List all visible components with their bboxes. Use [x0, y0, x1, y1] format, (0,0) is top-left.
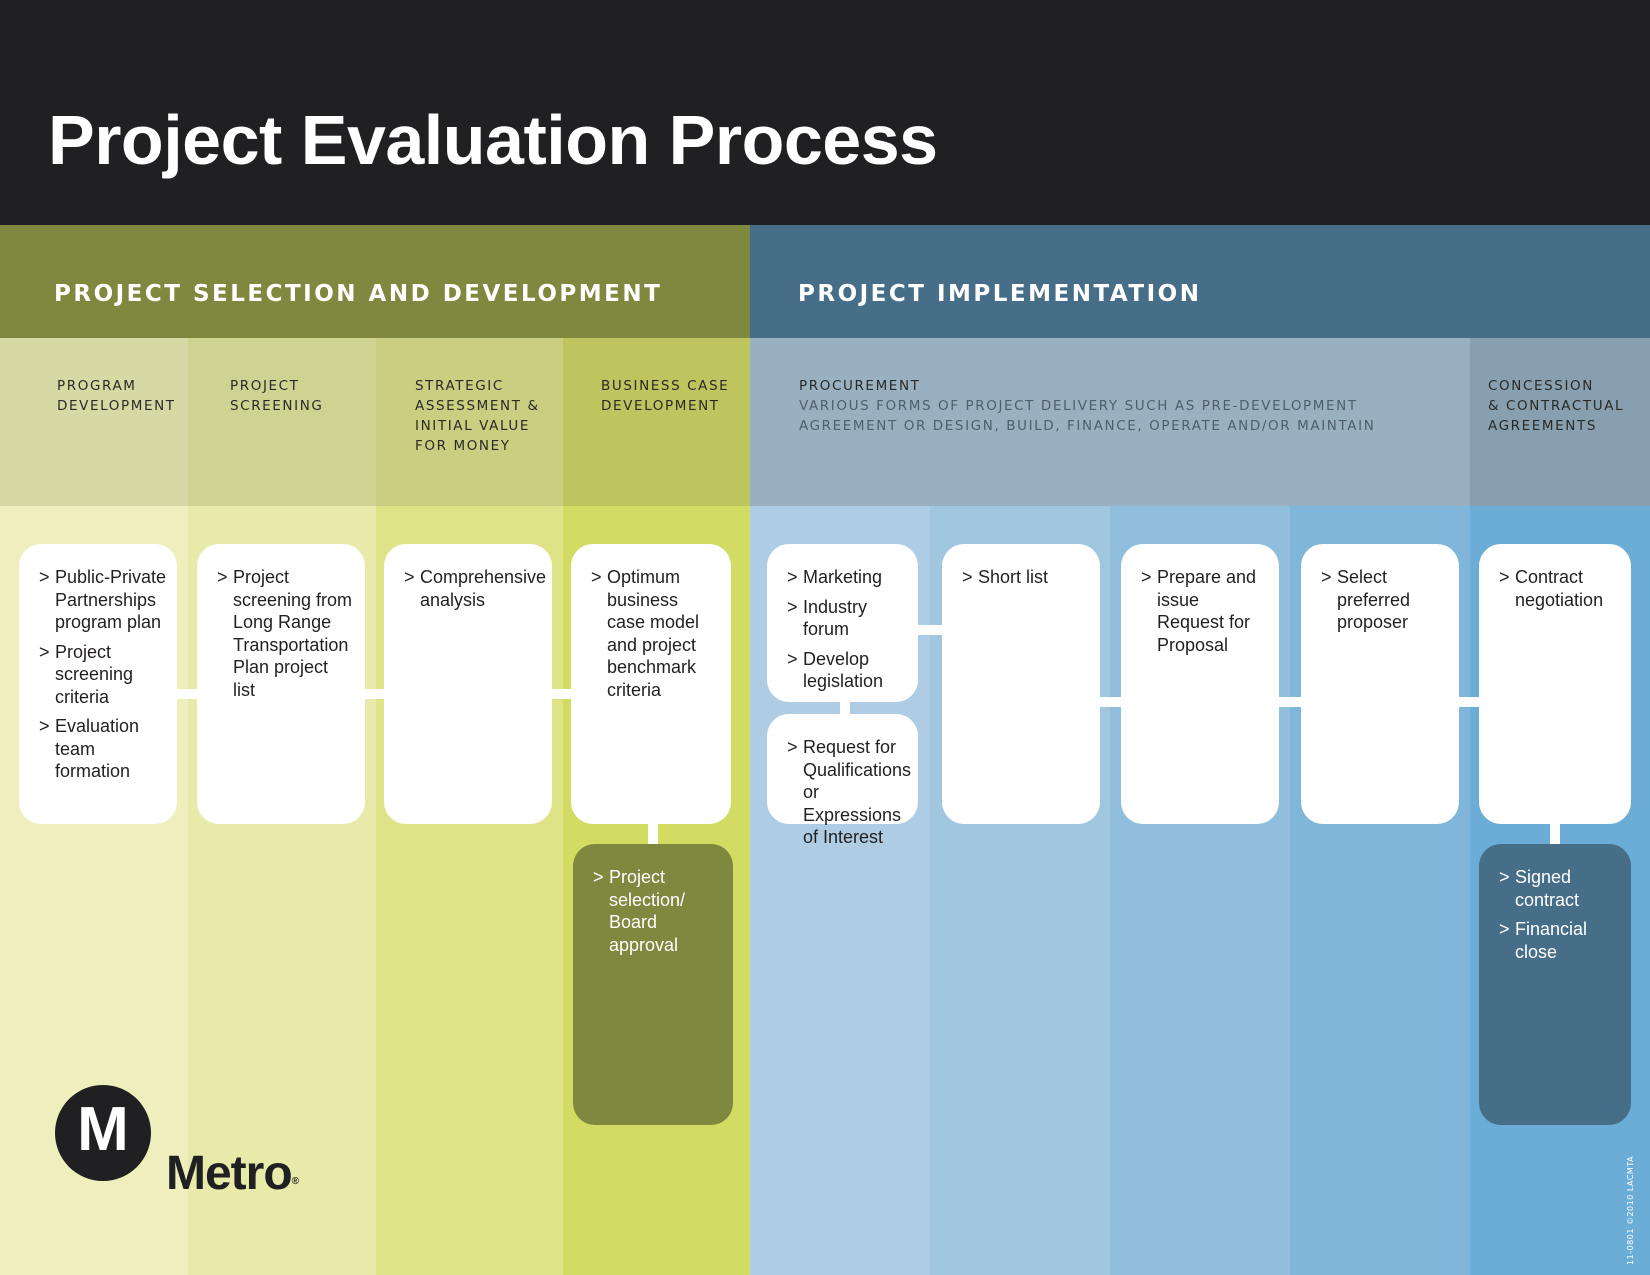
list-item: Optimum business case model and project … — [591, 566, 721, 701]
connector-line — [1456, 697, 1482, 707]
connector-line — [176, 689, 198, 699]
card-select-proposer: Select preferred proposer — [1301, 544, 1459, 824]
card-rfp: Prepare and issue Request for Proposal — [1121, 544, 1279, 824]
card-marketing: Marketing Industry forum Develop legisla… — [767, 544, 918, 702]
card-signed-contract: Signed contract Financial close — [1479, 844, 1631, 1125]
copyright-credit: 11-0801 ©2010 LACMTA — [1626, 1155, 1635, 1265]
stage-header-business-case — [563, 338, 750, 506]
list-item: Project selection/ Board approval — [593, 866, 723, 956]
header-bar — [0, 0, 1650, 225]
card-strategic-assessment: Comprehensive analysis — [384, 544, 552, 824]
stage-label-concession: CONCESSION & CONTRACTUAL AGREEMENTS — [1488, 378, 1625, 434]
stage-label-strategic-assessment: STRATEGIC ASSESSMENT & INITIAL VALUE FOR M… — [415, 378, 540, 454]
connector-line — [916, 625, 944, 635]
list-item: Project screening criteria — [39, 641, 167, 709]
stage-header-program-development — [0, 338, 188, 506]
stage-label-project-screening: PROJECT SCREENING — [230, 378, 324, 414]
card-business-case: Optimum business case model and project … — [571, 544, 731, 824]
list-item: Industry forum — [787, 596, 908, 641]
connector-line — [840, 700, 850, 716]
stage-header-concession — [1470, 338, 1650, 506]
list-item: Short list — [962, 566, 1090, 589]
card-short-list: Short list — [942, 544, 1100, 824]
page-title: Project Evaluation Process — [48, 101, 938, 179]
metro-logo-icon: M — [55, 1085, 151, 1181]
list-item: Financial close — [1499, 918, 1621, 963]
list-item: Comprehensive analysis — [404, 566, 546, 611]
phase-implementation-label: PROJECT IMPLEMENTATION — [798, 281, 1202, 307]
phase-implementation-bar: PROJECT IMPLEMENTATION — [750, 225, 1650, 338]
connector-line — [648, 823, 658, 847]
stage-sublabel-procurement: VARIOUS FORMS OF PROJECT DELIVERY SUCH A… — [799, 398, 1376, 434]
phase-selection-label: PROJECT SELECTION AND DEVELOPMENT — [54, 281, 663, 307]
card-board-approval: Project selection/ Board approval — [573, 844, 733, 1125]
list-item: Public-Private Partnerships program plan — [39, 566, 167, 634]
list-item: Contract negotiation — [1499, 566, 1621, 611]
metro-logo-wordmark: Metro® — [166, 1147, 300, 1200]
stage-label-program-development: PROGRAM DEVELOPMENT — [57, 378, 176, 414]
stage-header-procurement — [750, 338, 1470, 506]
stage-label-business-case: BUSINESS CASE DEVELOPMENT — [601, 378, 730, 414]
list-item: Request for Qualifications or Expression… — [787, 736, 911, 849]
connector-line — [364, 689, 386, 699]
list-item: Prepare and issue Request for Proposal — [1141, 566, 1269, 656]
card-project-screening: Project screening from Long Range Transp… — [197, 544, 365, 824]
list-item: Marketing — [787, 566, 908, 589]
connector-line — [551, 689, 573, 699]
list-item: Select preferred proposer — [1321, 566, 1449, 634]
list-item: Project screening from Long Range Transp… — [217, 566, 355, 701]
stage-header-project-screening — [188, 338, 376, 506]
stage-label-procurement: PROCUREMENT — [799, 378, 921, 394]
connector-line — [1098, 697, 1124, 707]
card-program-development: Public-Private Partnerships program plan… — [19, 544, 177, 824]
list-item: Evaluation team formation — [39, 715, 167, 783]
stage-header-strategic-assessment — [376, 338, 563, 506]
list-item: Signed contract — [1499, 866, 1621, 911]
phase-selection-bar: PROJECT SELECTION AND DEVELOPMENT — [0, 225, 750, 338]
list-item: Develop legislation — [787, 648, 908, 693]
connector-line — [1550, 823, 1560, 847]
card-contract-negotiation: Contract negotiation — [1479, 544, 1631, 824]
card-rfq: Request for Qualifications or Expression… — [767, 714, 918, 847]
connector-line — [1276, 697, 1304, 707]
